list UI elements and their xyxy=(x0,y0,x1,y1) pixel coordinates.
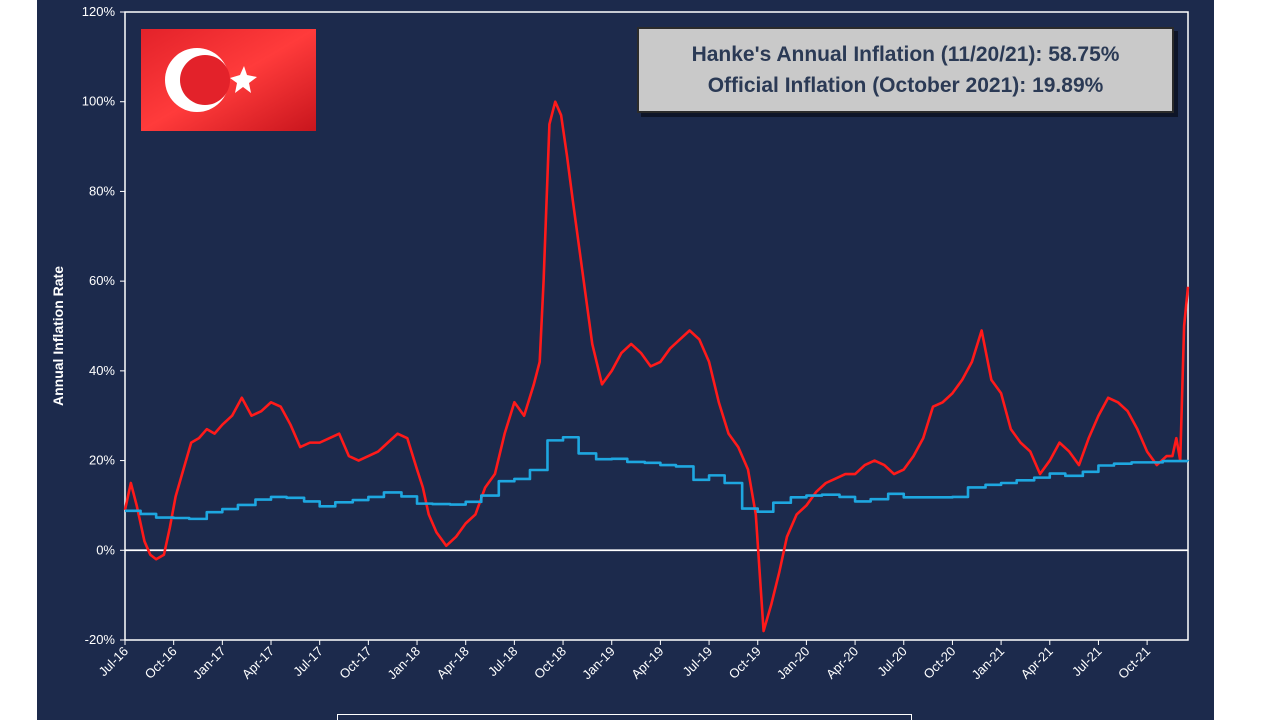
hanke-inflation-line xyxy=(123,100,1190,633)
y-tick-label: 80% xyxy=(89,183,115,198)
x-tick-label: Jan-18 xyxy=(384,644,423,683)
x-tick-label: Apr-19 xyxy=(628,644,666,682)
turkey-flag xyxy=(141,29,316,131)
x-tick-label: Apr-20 xyxy=(823,644,861,682)
x-tick-label: Jul-21 xyxy=(1069,644,1105,680)
official-inflation-line xyxy=(125,435,1190,521)
official-inflation-label: Official Inflation (October 2021): 19.89… xyxy=(707,74,1104,97)
x-tick-label: Apr-17 xyxy=(239,644,277,682)
x-tick-label: Apr-18 xyxy=(434,644,472,682)
x-tick-label: Apr-21 xyxy=(1018,644,1056,682)
x-tick-label: Jul-19 xyxy=(680,644,716,680)
x-tick-label: Oct-20 xyxy=(920,644,958,682)
y-tick-label: 100% xyxy=(82,94,116,109)
x-tick-label: Jan-19 xyxy=(579,644,618,683)
x-tick-label: Oct-18 xyxy=(531,644,569,682)
x-tick-label: Jan-21 xyxy=(969,644,1008,683)
y-tick-label: 20% xyxy=(89,453,115,468)
x-tick-label: Jan-20 xyxy=(774,644,813,683)
x-tick-label: Jan-17 xyxy=(190,644,229,683)
y-tick-label: -20% xyxy=(85,632,116,647)
x-tick-label: Jul-20 xyxy=(874,644,910,680)
hanke-inflation-label: Hanke's Annual Inflation (11/20/21): 58.… xyxy=(691,43,1120,66)
chart-panel: -20% 0% 20% 40% 60% 80% 100% 120% Jul-16 Oct-16 J… xyxy=(37,0,1214,720)
y-tick-label: 40% xyxy=(89,363,115,378)
y-tick-label: 120% xyxy=(82,4,116,19)
x-tick-label: Jul-17 xyxy=(290,644,326,680)
x-tick-label: Oct-17 xyxy=(336,644,374,682)
y-tick-label: 0% xyxy=(96,542,115,557)
annotation-box: Hanke's Annual Inflation (11/20/21): 58.… xyxy=(637,27,1174,113)
source-box-outline xyxy=(337,714,912,720)
x-tick-label: Oct-19 xyxy=(726,644,764,682)
y-axis-title: Annual Inflation Rate xyxy=(50,266,66,406)
x-tick-label: Jul-16 xyxy=(95,644,131,680)
x-tick-label: Jul-18 xyxy=(485,644,521,680)
x-tick-label: Oct-21 xyxy=(1115,644,1153,682)
y-tick-label: 60% xyxy=(89,273,115,288)
x-tick-label: Oct-16 xyxy=(142,644,180,682)
